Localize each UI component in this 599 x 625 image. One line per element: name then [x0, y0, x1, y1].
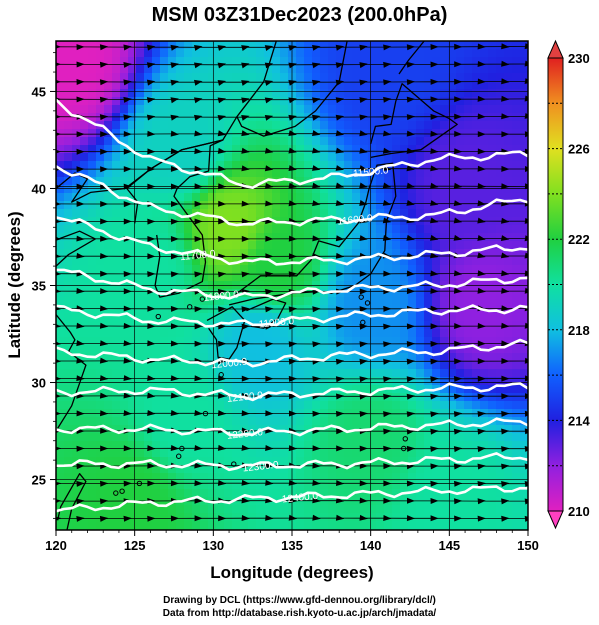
x-tick-label: 140: [360, 538, 382, 553]
contour-label-11500.0: 11500.0: [353, 165, 390, 180]
contour-12300.0: [56, 452, 528, 472]
contour-11800.0: [56, 268, 528, 301]
contour-11900.0: [56, 304, 528, 328]
contour-label-11700.0: 11700.0: [180, 249, 217, 264]
coastline-10: [398, 41, 425, 75]
x-tick-label: 120: [45, 538, 67, 553]
island-6: [113, 490, 119, 496]
contour-label-12300.0: 12300.0: [242, 460, 280, 475]
x-tick-label: 150: [517, 538, 539, 553]
contour-11600.0: [56, 165, 528, 227]
y-tick-label: 30: [32, 376, 46, 391]
credit-drawing: Drawing by DCL (https://www.gfd-dennou.o…: [163, 595, 436, 606]
contour-label-12200.0: 12200.0: [226, 427, 264, 442]
contour-label-11800.0: 11800.0: [203, 289, 240, 304]
island-15: [155, 313, 161, 320]
island-14: [199, 296, 206, 302]
y-tick-label: 45: [32, 84, 46, 99]
x-tick-label: 145: [438, 538, 460, 553]
coastline-3: [246, 298, 287, 329]
island-3: [176, 453, 182, 459]
island-10: [360, 319, 366, 326]
contour-12000.0: [56, 338, 528, 368]
contour-12200.0: [56, 417, 528, 437]
x-tick-label: 135: [281, 538, 303, 553]
axes: 120 125 130 135 140 145 150 25 30 35 40 45: [32, 52, 539, 553]
temperature-heatmap: [56, 41, 528, 530]
x-axis-label: Longitude (degrees): [210, 563, 373, 582]
coastline-6: [56, 230, 96, 267]
contour-label-12000.0: 12000.0: [211, 357, 249, 372]
y-tick-label: 40: [32, 181, 46, 196]
contour-12100.0: [56, 382, 528, 402]
x-tick-label: 130: [202, 538, 224, 553]
contour-11500.0: [56, 98, 528, 189]
contour-label-11600.0: 11600.0: [337, 213, 374, 228]
contour-12400.0: [56, 485, 528, 513]
island-5: [119, 488, 125, 494]
x-tick-label: 125: [124, 538, 146, 553]
island-12: [358, 294, 364, 300]
height-contours: 11500.0 11600.0 11700.0 11800.0 11900.0 12000…: [56, 98, 528, 513]
contour-11700.0: [56, 216, 528, 266]
y-axis-label: Latitude (degrees): [5, 211, 24, 358]
credit-data: Data from http://database.rish.kyoto-u.a…: [162, 608, 437, 619]
y-tick-label: 25: [32, 473, 46, 488]
y-tick-label: 35: [32, 279, 46, 294]
island-8: [402, 436, 408, 442]
contour-label-12400.0: 12400.0: [281, 491, 319, 506]
chart-title: MSM 03Z31Dec2023 (200.0hPa): [151, 4, 448, 26]
island-11: [364, 300, 371, 306]
contour-label-12100.0: 12100.0: [226, 390, 264, 405]
streamlines: [56, 43, 528, 522]
island-7: [231, 461, 237, 467]
contour-label-11900.0: 11900.0: [258, 316, 295, 331]
